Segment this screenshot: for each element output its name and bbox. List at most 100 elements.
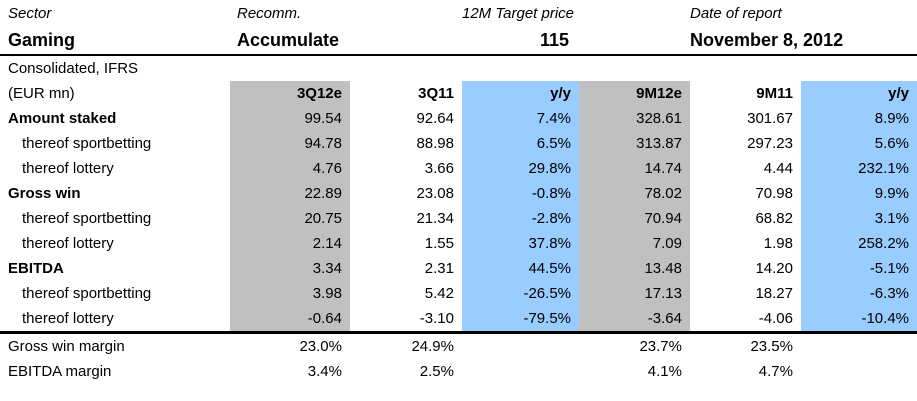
table-cell: 14.74 — [579, 156, 690, 181]
report-date-value: November 8, 2012 — [690, 30, 844, 50]
table-cell: 8.9% — [801, 106, 917, 131]
table-cell: -26.5% — [462, 281, 579, 306]
target-price-label: 12M Target price — [462, 5, 575, 22]
table-cell: 13.48 — [579, 256, 690, 281]
table-cell: -0.64 — [230, 306, 350, 333]
sector-value: Gaming — [8, 30, 76, 50]
target-price-value: 115 — [540, 30, 570, 50]
col-header-3q11: 3Q11 — [418, 85, 454, 102]
margin-cell — [801, 359, 917, 384]
margin-label: EBITDA margin — [8, 363, 112, 380]
table-cell: 9.9% — [801, 181, 917, 206]
table-cell: 328.61 — [579, 106, 690, 131]
table-cell: -10.4% — [801, 306, 917, 333]
table-cell: 68.82 — [755, 210, 793, 227]
table-cell: 3.66 — [424, 160, 454, 177]
table-row: Amount staked 99.54 92.64 7.4% 328.61 301.67 8… — [0, 106, 917, 131]
margin-cell: 4.1% — [647, 363, 682, 380]
report-header: Sector Gaming Recomm. Accumulate 12M Tar… — [0, 0, 917, 56]
table-cell: 18.27 — [755, 285, 793, 302]
margin-cell: 23.5% — [690, 331, 801, 359]
table-cell: 14.20 — [755, 260, 793, 277]
table-row: thereof sportbetting 20.75 21.34 -2.8% 70.94… — [0, 206, 917, 231]
table-cell: 92.64 — [416, 110, 454, 127]
margin-cell: 4.7% — [758, 363, 793, 380]
row-label: thereof sportbetting — [22, 135, 152, 152]
table-cell: 21.34 — [416, 210, 454, 227]
table-cell: 4.44 — [763, 160, 793, 177]
col-header-yoy-9m: y/y — [801, 81, 917, 106]
table-cell: 258.2% — [801, 231, 917, 256]
recommendation-value: Accumulate — [237, 30, 340, 50]
margin-cell: 3.4% — [307, 363, 342, 380]
margin-cell — [462, 359, 579, 384]
table-cell: 78.02 — [579, 181, 690, 206]
table-cell: -79.5% — [462, 306, 579, 333]
row-label: thereof lottery — [22, 310, 114, 327]
table-cell: 3.98 — [230, 281, 350, 306]
margin-row: EBITDA margin 3.4% 2.5% 4.1% 4.7% — [0, 359, 917, 384]
row-label: Amount staked — [8, 110, 117, 127]
unit-note: (EUR mn) — [8, 85, 75, 102]
table-cell: 22.89 — [230, 181, 350, 206]
table-cell: 297.23 — [747, 135, 793, 152]
table-row: thereof lottery 4.76 3.66 29.8% 14.74 4.44 232… — [0, 156, 917, 181]
table-cell: 2.14 — [230, 231, 350, 256]
table-cell: 3.34 — [230, 256, 350, 281]
column-header-row: (EUR mn) 3Q12e 3Q11 y/y 9M12e 9M11 y/y — [0, 81, 917, 106]
table-cell: -0.8% — [462, 181, 579, 206]
row-label: EBITDA — [8, 260, 64, 277]
table-cell: 1.98 — [763, 235, 793, 252]
table-cell: 3.1% — [801, 206, 917, 231]
col-header-3q12e: 3Q12e — [230, 81, 350, 106]
header-divider — [0, 54, 917, 56]
sector-label: Sector — [8, 5, 52, 22]
table-cell: 7.4% — [462, 106, 579, 131]
table-cell: 1.55 — [424, 235, 454, 252]
table-cell: 37.8% — [462, 231, 579, 256]
table-row: thereof sportbetting 3.98 5.42 -26.5% 17.13 1… — [0, 281, 917, 306]
financial-table: Consolidated, IFRS (EUR mn) 3Q12e 3Q11 y… — [0, 56, 917, 384]
table-cell: -5.1% — [801, 256, 917, 281]
margin-row: Gross win margin 23.0% 24.9% 23.7% 23.5% — [0, 331, 917, 359]
col-header-9m11: 9M11 — [756, 85, 793, 102]
table-row: thereof lottery -0.64 -3.10 -79.5% -3.64 -4.0… — [0, 306, 917, 333]
table-cell: -4.06 — [758, 310, 793, 327]
table-cell: 88.98 — [416, 135, 454, 152]
margin-cell: 23.0% — [230, 331, 350, 359]
table-row: thereof sportbetting 94.78 88.98 6.5% 313.87… — [0, 131, 917, 156]
table-cell: 20.75 — [230, 206, 350, 231]
margin-cell: 24.9% — [350, 331, 462, 359]
table-cell: -3.64 — [579, 306, 690, 333]
table-cell: 70.94 — [579, 206, 690, 231]
table-row: Gross win 22.89 23.08 -0.8% 78.02 70.98 9.9% — [0, 181, 917, 206]
col-header-yoy-quarter: y/y — [462, 81, 579, 106]
row-label: thereof lottery — [22, 160, 114, 177]
recommendation-label: Recomm. — [237, 5, 302, 22]
table-cell: 99.54 — [230, 106, 350, 131]
margin-cell: 23.7% — [579, 331, 690, 359]
row-label: thereof sportbetting — [22, 285, 152, 302]
table-cell: 70.98 — [755, 185, 793, 202]
margin-cell — [462, 331, 579, 359]
table-cell: 29.8% — [462, 156, 579, 181]
table-cell: 4.76 — [230, 156, 350, 181]
table-cell: -2.8% — [462, 206, 579, 231]
table-cell: 44.5% — [462, 256, 579, 281]
table-cell: 5.6% — [801, 131, 917, 156]
table-row: EBITDA 3.34 2.31 44.5% 13.48 14.20 -5.1% — [0, 256, 917, 281]
table-cell: 313.87 — [579, 131, 690, 156]
table-cell: 23.08 — [416, 185, 454, 202]
table-cell: 2.31 — [424, 260, 454, 277]
table-cell: 7.09 — [579, 231, 690, 256]
margin-label: Gross win margin — [0, 331, 230, 359]
table-cell: 94.78 — [230, 131, 350, 156]
table-cell: 17.13 — [579, 281, 690, 306]
col-header-9m12e: 9M12e — [579, 81, 690, 106]
report-date-label: Date of report — [690, 5, 782, 22]
table-cell: 5.42 — [424, 285, 454, 302]
table-row: thereof lottery 2.14 1.55 37.8% 7.09 1.98 258.… — [0, 231, 917, 256]
meta-row: Consolidated, IFRS — [0, 56, 917, 81]
margin-cell: 2.5% — [419, 363, 454, 380]
margin-cell — [801, 331, 917, 359]
